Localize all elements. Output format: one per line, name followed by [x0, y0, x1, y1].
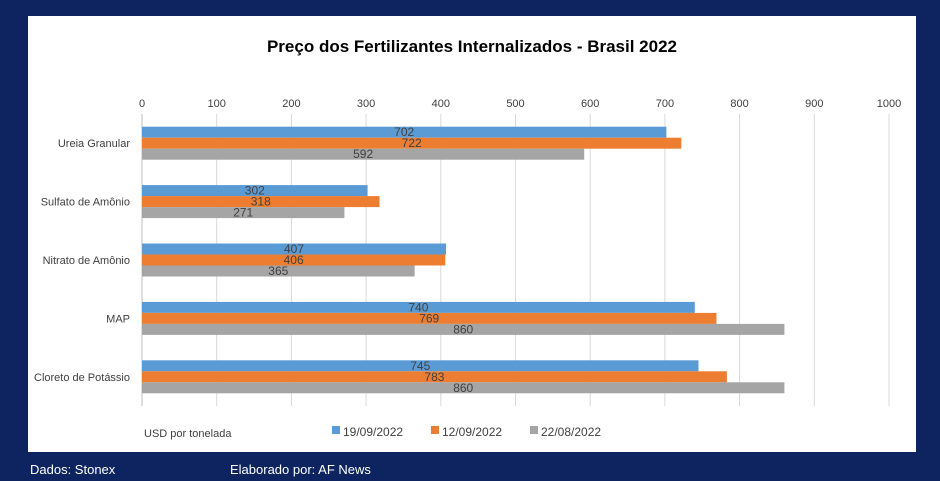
bar-sulfato-de-amonio-s2	[142, 207, 345, 219]
bar-nitrato-de-amonio-s0	[142, 243, 447, 255]
data-label-sulfato-de-amonio-s1: 318	[251, 195, 271, 209]
data-label-ureia-granular-s2: 592	[353, 147, 373, 161]
legend-swatch-s2	[530, 426, 538, 434]
legend-swatch-s0	[332, 426, 340, 434]
data-label-cloreto-de-potassio-s1: 783	[424, 370, 444, 384]
data-label-cloreto-de-potassio-s2: 860	[453, 381, 473, 395]
data-label-map-s1: 769	[419, 311, 439, 325]
bar-nitrato-de-amonio-s2	[142, 265, 415, 277]
tick-label-1000: 1000	[877, 98, 901, 110]
tick-label-0: 0	[139, 98, 145, 110]
bar-cloreto-de-potassio-s1	[142, 371, 727, 383]
bar-ureia-granular-s0	[142, 126, 667, 138]
tick-label-900: 900	[805, 98, 823, 110]
data-label-ureia-granular-s0: 702	[394, 125, 414, 139]
legend-label-s2: 22/08/2022	[541, 425, 601, 439]
data-label-nitrato-de-amonio-s0: 407	[284, 242, 304, 256]
category-label-nitrato-de-amonio: Nitrato de Amônio	[43, 255, 130, 267]
category-label-map: MAP	[106, 313, 130, 325]
legend-label-s0: 19/09/2022	[343, 425, 403, 439]
data-label-ureia-granular-s1: 722	[402, 136, 422, 150]
bar-ureia-granular-s1	[142, 137, 682, 149]
x-axis-unit-label: USD por tonelada	[144, 428, 232, 440]
data-label-nitrato-de-amonio-s2: 365	[268, 264, 288, 278]
legend-swatch-s1	[431, 426, 439, 434]
bar-map-s2	[142, 323, 785, 335]
bar-nitrato-de-amonio-s1	[142, 254, 446, 266]
bar-map-s0	[142, 301, 695, 313]
tick-label-100: 100	[208, 98, 226, 110]
category-label-sulfato-de-amonio: Sulfato de Amônio	[41, 197, 130, 209]
data-label-sulfato-de-amonio-s2: 271	[233, 206, 253, 220]
bar-map-s1	[142, 312, 717, 324]
data-label-sulfato-de-amonio-s0: 302	[245, 184, 265, 198]
chart-panel: Preço dos Fertilizantes Internalizados -…	[28, 16, 916, 452]
tick-label-500: 500	[506, 98, 524, 110]
data-label-cloreto-de-potassio-s0: 745	[410, 359, 430, 373]
legend-label-s1: 12/09/2022	[442, 425, 502, 439]
tick-label-600: 600	[581, 98, 599, 110]
bar-ureia-granular-s2	[142, 148, 585, 160]
bar-sulfato-de-amonio-s1	[142, 196, 380, 208]
bar-cloreto-de-potassio-s0	[142, 360, 699, 372]
category-label-ureia-granular: Ureia Granular	[58, 138, 130, 150]
tick-label-800: 800	[730, 98, 748, 110]
bar-chart: Preço dos Fertilizantes Internalizados -…	[34, 37, 901, 440]
credit-note: Elaborado por: AF News	[230, 462, 371, 477]
data-label-map-s2: 860	[453, 322, 473, 336]
chart-title: Preço dos Fertilizantes Internalizados -…	[267, 37, 677, 56]
data-label-nitrato-de-amonio-s1: 406	[284, 253, 304, 267]
bar-sulfato-de-amonio-s0	[142, 185, 368, 197]
tick-label-300: 300	[357, 98, 375, 110]
bar-cloreto-de-potassio-s2	[142, 382, 785, 394]
tick-label-200: 200	[282, 98, 300, 110]
tick-label-700: 700	[656, 98, 674, 110]
data-label-map-s0: 740	[408, 300, 428, 314]
data-source-note: Dados: Stonex	[30, 462, 116, 477]
category-label-cloreto-de-potassio: Cloreto de Potássio	[34, 372, 130, 384]
tick-label-400: 400	[432, 98, 450, 110]
